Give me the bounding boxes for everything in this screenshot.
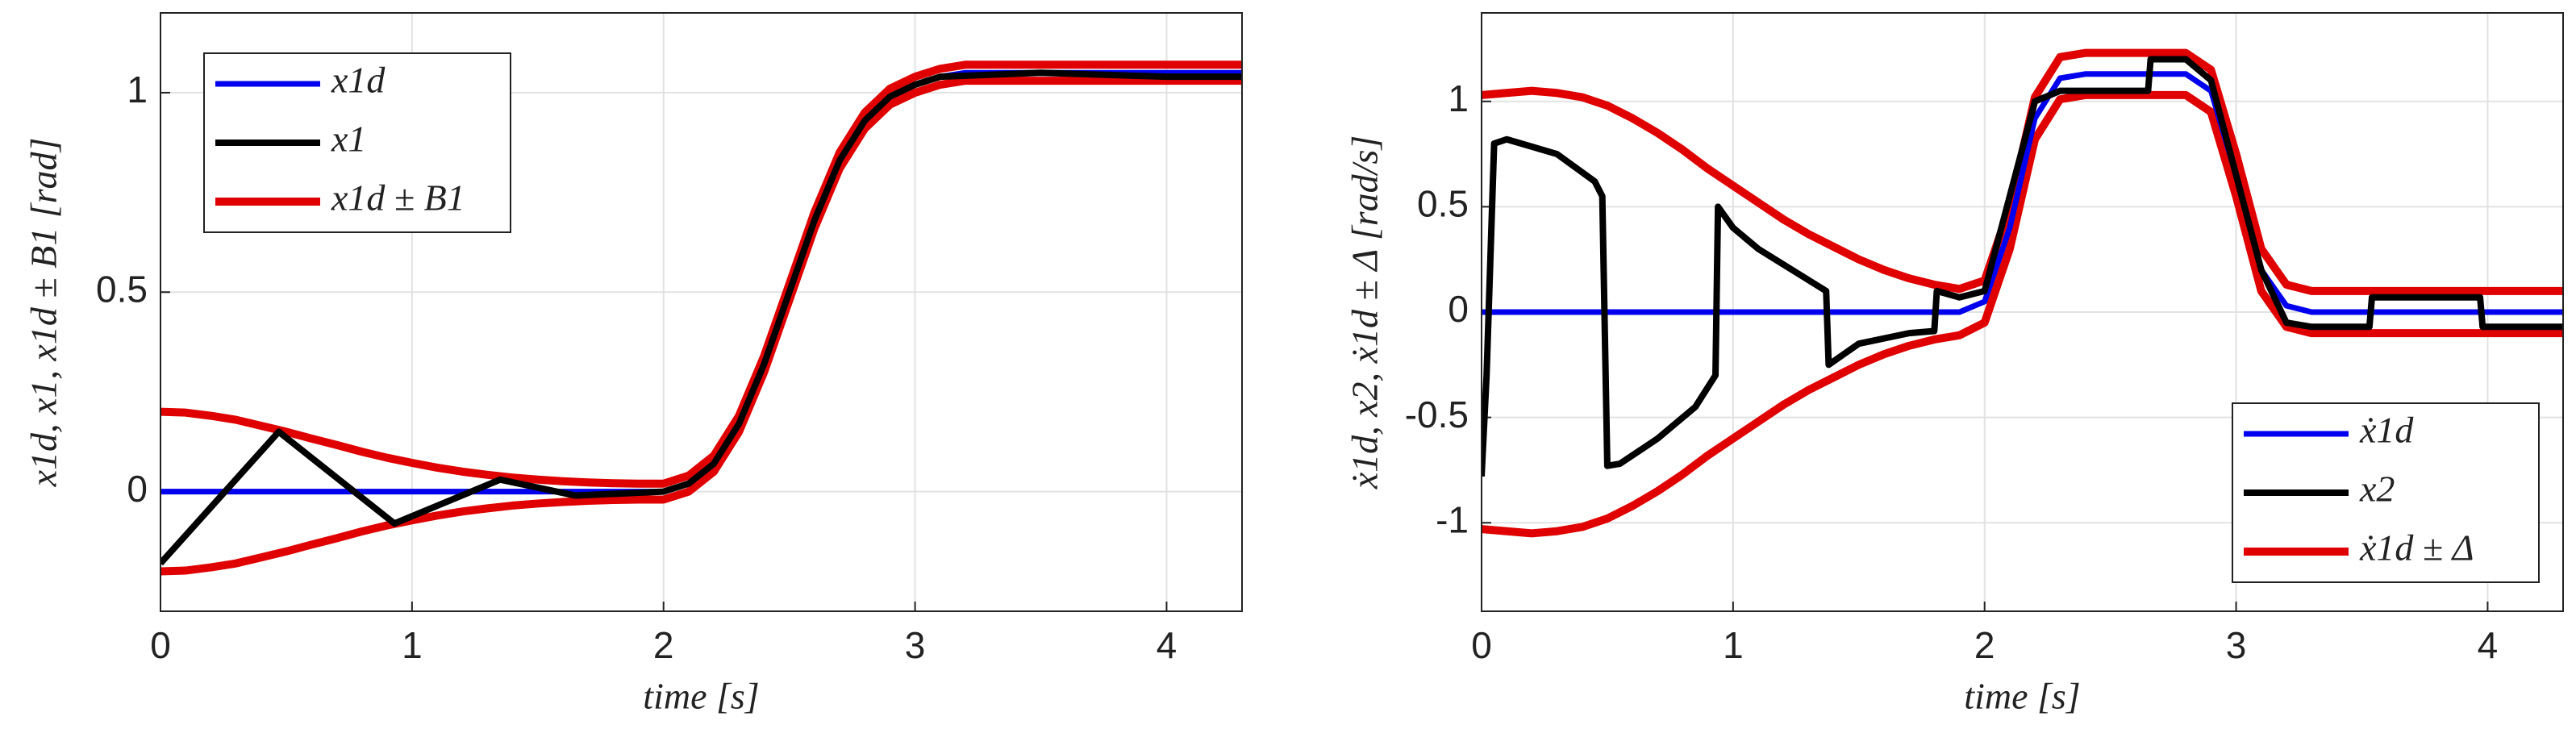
legend-label: x1d ± B1: [331, 177, 465, 219]
series-line: [1482, 71, 2563, 315]
legend-label: ẋ1d: [2359, 410, 2414, 451]
y-tick-label: -0.5: [1405, 394, 1469, 435]
y-tick-label: 0: [127, 468, 148, 510]
series-line: [1482, 56, 2563, 477]
x-tick-label: 4: [1157, 624, 1178, 666]
x-axis-label: time [s]: [643, 676, 759, 717]
series-line: [160, 60, 1242, 488]
legend-label: x1d: [331, 60, 386, 101]
x-tick-label: 0: [1471, 624, 1492, 666]
x-tick-label: 4: [2478, 624, 2499, 666]
y-tick-label: 0: [1448, 288, 1469, 330]
y-tick-label: 0.5: [1417, 183, 1469, 225]
series-line: [160, 77, 1242, 576]
axes-frame: [1481, 12, 2564, 612]
x-tick-label: 1: [1723, 624, 1744, 666]
x-tick-label: 2: [1974, 624, 1995, 666]
y-tick-label: 1: [127, 69, 148, 110]
x-tick-label: 3: [905, 624, 926, 666]
legend-label: x1: [331, 119, 366, 160]
x-tick-label: 0: [150, 624, 171, 666]
y-axis-label: x1d, x1, x1d ± B1 [rad]: [23, 138, 65, 488]
plot-lines: [160, 60, 1242, 576]
x-tick-label: 1: [402, 624, 423, 666]
series-line: [1482, 90, 2563, 538]
plot-lines: [1482, 48, 2563, 538]
legend-label: ẋ1d ± Δ: [2359, 527, 2474, 569]
x-tick-label: 2: [653, 624, 674, 666]
series-line: [160, 69, 1242, 566]
axes-frame: [160, 12, 1243, 612]
x-tick-label: 3: [2226, 624, 2247, 666]
legend-label: x2: [2359, 469, 2395, 510]
y-tick-label: 0.5: [96, 268, 148, 310]
y-tick-label: -1: [1436, 498, 1469, 540]
x-axis-label: time [s]: [1964, 676, 2080, 717]
y-axis-label: ẋ1d, x2, ẋ1d ± Δ [rad/s]: [1344, 135, 1386, 490]
y-tick-label: 1: [1448, 77, 1469, 119]
